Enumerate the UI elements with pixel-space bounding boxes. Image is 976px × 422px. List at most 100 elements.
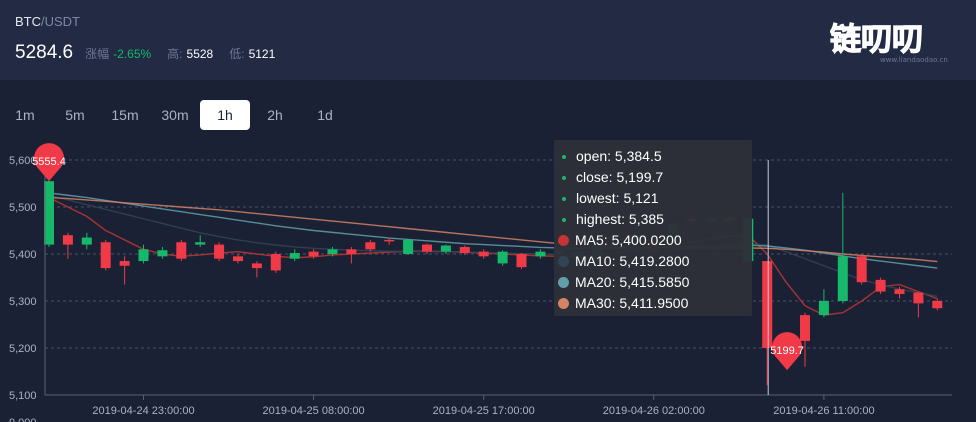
last-price: 5284.6 — [15, 42, 74, 63]
candle[interactable] — [800, 312, 810, 367]
tab-1h[interactable]: 1h — [200, 100, 250, 130]
candle-body — [762, 261, 773, 348]
tab-2h[interactable]: 2h — [267, 107, 283, 123]
candle[interactable] — [497, 250, 508, 266]
y-tick-label: 5,500 — [9, 202, 37, 214]
tab-1d[interactable]: 1d — [317, 107, 333, 123]
candle[interactable] — [516, 253, 527, 270]
tab-30m[interactable]: 30m — [161, 107, 189, 123]
pin-icon — [772, 332, 803, 371]
candle[interactable] — [818, 289, 829, 318]
candle[interactable] — [913, 291, 924, 318]
candle[interactable] — [459, 245, 470, 255]
candle[interactable] — [233, 254, 243, 264]
candle[interactable] — [932, 298, 943, 311]
candle-body — [440, 245, 451, 252]
candle[interactable] — [346, 246, 357, 264]
low-label: 低: — [229, 47, 245, 61]
tooltip-highest: highest: 5,385 — [554, 209, 752, 230]
candle-body — [251, 263, 262, 269]
candle[interactable] — [289, 249, 300, 262]
logo-url: www.liandaodao.cn — [880, 56, 948, 64]
candle-body — [44, 181, 54, 245]
candle[interactable] — [214, 242, 225, 262]
ma-line-ma5 — [48, 196, 938, 316]
candle-body — [308, 251, 319, 257]
pin-icon — [34, 143, 65, 182]
candle-body — [270, 254, 281, 271]
candle[interactable] — [365, 239, 376, 252]
tooltip-ma10-text: MA10: 5,419.2800 — [575, 253, 690, 269]
volume-tick-label: 9,000 — [9, 417, 37, 422]
candle[interactable] — [251, 261, 262, 278]
candle-body — [346, 249, 357, 254]
candle-body — [894, 289, 905, 294]
candle-body — [875, 279, 886, 292]
candle[interactable] — [762, 261, 773, 386]
candle[interactable] — [327, 246, 338, 257]
max-price-marker: 5555.4 — [32, 143, 66, 182]
candle-body — [422, 244, 432, 252]
candle[interactable] — [157, 246, 168, 259]
tab-1m[interactable]: 1m — [15, 107, 35, 123]
candle[interactable] — [837, 192, 848, 304]
candle[interactable] — [403, 238, 414, 255]
tooltip-ma20-text: MA20: 5,415.5850 — [575, 274, 690, 290]
tab-5m[interactable]: 5m — [65, 107, 85, 123]
candle[interactable] — [270, 251, 281, 273]
x-tick-label: 2019-04-25 17:00:00 — [433, 405, 535, 417]
kline-chart[interactable]: 5,600 5,500 5,400 5,300 5,200 5,100 2019-04-24… — [0, 135, 976, 422]
candle[interactable] — [875, 277, 886, 294]
site-logo: 链叨叨 www.liandaodao.cn — [830, 21, 948, 64]
candle[interactable] — [440, 244, 451, 254]
candle-body — [478, 251, 489, 257]
bullet-icon — [562, 154, 566, 159]
candle[interactable] — [62, 232, 73, 259]
candle-body — [818, 301, 829, 316]
candle[interactable] — [422, 243, 432, 254]
candle[interactable] — [44, 178, 54, 247]
candle-body — [516, 254, 527, 268]
candle[interactable] — [81, 232, 92, 250]
y-tick-label: 5,100 — [9, 390, 37, 402]
ma5-legend-icon — [558, 235, 569, 246]
candle-body — [856, 256, 867, 283]
ticker-header: BTC/USDT 5284.6 涨幅 -2.65% 高: 5528 低: 512… — [0, 0, 976, 80]
ma20-legend-icon — [558, 277, 569, 288]
ma-line-ma10 — [48, 194, 938, 297]
candle-body — [100, 242, 111, 269]
tooltip-lowest: lowest: 5,121 — [554, 188, 752, 209]
candle[interactable] — [100, 239, 111, 271]
y-tick-label: 5,400 — [9, 249, 37, 261]
candle-body — [157, 250, 168, 257]
ma-line-ma20 — [48, 192, 938, 269]
tooltip-highest-text: highest: 5,385 — [576, 211, 664, 227]
candle[interactable] — [138, 244, 149, 264]
candle[interactable] — [478, 249, 489, 259]
candle[interactable] — [384, 237, 395, 245]
y-tick-label: 5,300 — [9, 296, 37, 308]
candle-body — [837, 256, 848, 301]
candle-body — [932, 301, 943, 309]
candle[interactable] — [894, 286, 905, 299]
change-label: 涨幅 — [85, 47, 110, 61]
tab-15m[interactable]: 15m — [111, 107, 139, 123]
candle[interactable] — [119, 256, 130, 285]
pin-label: 5199.7 — [770, 345, 804, 357]
tooltip-open: open: 5,384.5 — [554, 146, 752, 167]
x-tick-label: 2019-04-25 08:00:00 — [263, 405, 365, 417]
y-tick-label: 5,200 — [9, 343, 37, 355]
candle-body — [913, 292, 924, 304]
tooltip-ma10: MA10: 5,419.2800 — [554, 251, 752, 272]
tooltip-close-text: close: 5,199.7 — [576, 169, 664, 185]
x-tick-label: 2019-04-24 23:00:00 — [92, 405, 194, 417]
tooltip-open-text: open: 5,384.5 — [576, 148, 662, 164]
candle[interactable] — [856, 254, 867, 285]
interval-tabs: 1m 5m 15m 30m 1h 2h 1d — [0, 100, 350, 130]
candle[interactable] — [195, 235, 206, 247]
candle[interactable] — [176, 239, 187, 262]
candle[interactable] — [308, 249, 319, 259]
tooltip-ma30: MA30: 5,411.9500 — [554, 293, 752, 314]
candle-body — [384, 239, 395, 242]
candle[interactable] — [535, 249, 546, 259]
